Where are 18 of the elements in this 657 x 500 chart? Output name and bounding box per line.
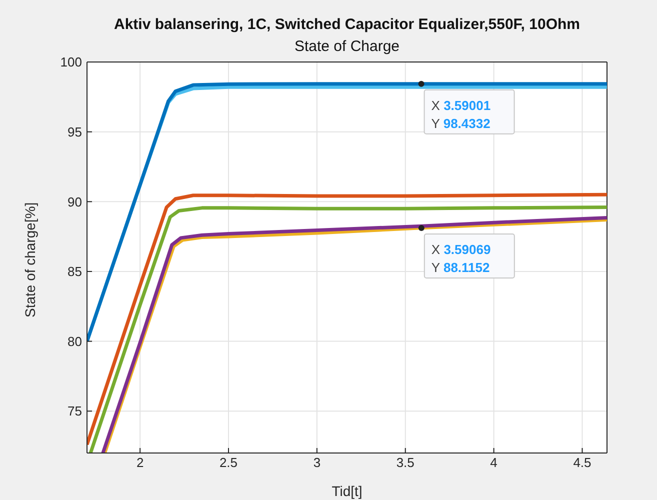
y-tick-label: 100 [60, 54, 82, 70]
y-tick-label: 90 [68, 194, 82, 210]
y-tick-label: 85 [68, 264, 82, 280]
chart-title: Aktiv balansering, 1C, Switched Capacitor Equalizer,550F, 10Ohm [113, 16, 581, 33]
x-axis-title: Tid[t] [332, 483, 362, 499]
annotation: X 3.59069 Y 88.1152 [431, 242, 491, 275]
x-tick-label: 2 [136, 455, 144, 470]
x-tick-label: 4 [490, 455, 498, 470]
y-tick-label: 95 [68, 124, 82, 140]
x-tick-label: 3.5 [396, 455, 414, 470]
x-tick-label: 3 [313, 455, 321, 470]
x-tick-label: 2.5 [219, 455, 238, 470]
y-tick-label: 75 [68, 404, 82, 419]
chart-subtitle: State of Charge [293, 38, 401, 55]
annotation: X 3.59001 Y 98.4332 [431, 98, 491, 131]
x-tick-label: 4.5 [573, 455, 592, 470]
y-tick-label: 80 [68, 334, 82, 349]
y-axis-title: State of charge[%] [22, 202, 38, 318]
